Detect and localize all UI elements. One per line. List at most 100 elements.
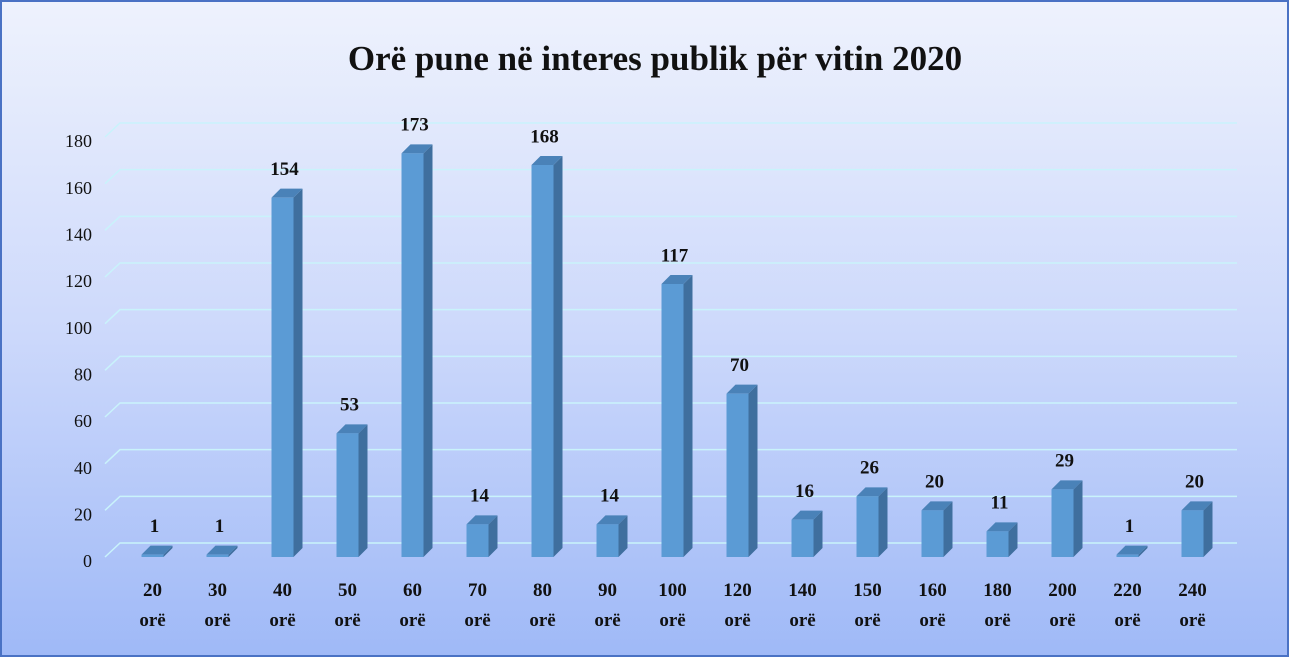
bar-side (553, 156, 563, 557)
x-tick-label: 80 orë (529, 580, 555, 631)
bar-side (943, 501, 953, 557)
x-tick-label: 140 orë (788, 580, 817, 631)
bar (596, 524, 619, 557)
y-tick-label: 20 (74, 504, 92, 524)
data-label: 70 (730, 355, 749, 376)
data-label: 29 (1055, 451, 1074, 472)
bar (401, 153, 424, 558)
bar (141, 554, 164, 557)
data-label: 1 (1125, 516, 1135, 537)
y-tick-label: 140 (65, 224, 92, 244)
x-tick-label: 40 orë (269, 580, 295, 631)
bar (726, 393, 749, 557)
chart-title: Orë pune në interes publik për vitin 202… (348, 39, 962, 78)
bar (531, 165, 554, 557)
x-tick-label: 30 orë (204, 580, 230, 631)
bar-side (748, 384, 758, 557)
x-tick-label: 20 orë (139, 580, 165, 631)
bar (791, 519, 814, 557)
bar-top (336, 424, 368, 434)
bar-top (401, 144, 433, 154)
data-label: 20 (1185, 472, 1204, 493)
bar-top (986, 522, 1018, 532)
bar-side (358, 424, 368, 557)
bar-side (1138, 545, 1148, 557)
bar (206, 554, 229, 557)
bar-side (878, 487, 888, 557)
bar-top (1051, 480, 1083, 490)
data-label: 14 (470, 486, 490, 507)
data-label: 1 (150, 516, 160, 537)
y-tick-label: 120 (65, 271, 92, 291)
bar-top (1181, 501, 1213, 511)
data-label: 14 (600, 486, 620, 507)
grid-line (104, 215, 1237, 231)
bar-side (813, 510, 823, 557)
data-label: 26 (860, 458, 879, 479)
y-tick-label: 60 (74, 411, 92, 431)
x-tick-label: 90 orë (594, 580, 620, 631)
x-tick-label: 160 orë (918, 580, 947, 631)
y-tick-label: 40 (74, 458, 92, 478)
bar (1181, 510, 1204, 557)
bar-side (1008, 522, 1018, 557)
bar (271, 197, 294, 557)
bar-top (856, 487, 888, 497)
bar-top (726, 384, 758, 394)
bar (336, 433, 359, 557)
data-label: 173 (400, 115, 429, 136)
data-label: 16 (795, 481, 814, 502)
x-tick-label: 220 orë (1113, 580, 1142, 631)
bar-top (596, 515, 628, 525)
bar (1051, 489, 1074, 557)
bar-side (488, 515, 498, 557)
bar-top (271, 188, 303, 198)
x-tick-label: 100 orë (658, 580, 687, 631)
x-tick-label: 60 orë (399, 580, 425, 631)
bar (661, 284, 684, 557)
bar-top (466, 515, 498, 525)
bar-top (921, 501, 953, 511)
bar (856, 496, 879, 557)
bar-side (1203, 501, 1213, 557)
bar-side (618, 515, 628, 557)
bar-side (163, 545, 173, 557)
x-tick-label: 200 orë (1048, 580, 1077, 631)
grid-line (104, 168, 1237, 185)
x-tick-label: 240 orë (1178, 580, 1207, 631)
data-label: 168 (530, 126, 559, 147)
bar (466, 524, 489, 557)
y-tick-label: 80 (74, 364, 92, 384)
bar-top (661, 275, 693, 284)
grid-line (104, 262, 1237, 278)
grid-line (104, 448, 1237, 465)
y-tick-label: 100 (65, 318, 92, 338)
data-label: 53 (340, 395, 359, 416)
bar-top (791, 510, 823, 520)
bar-top (206, 545, 238, 555)
bar-top (141, 545, 173, 555)
x-tick-label: 70 orë (464, 580, 490, 631)
grid-line (104, 122, 1237, 138)
data-label: 117 (661, 245, 689, 266)
bar (986, 531, 1009, 557)
data-label: 11 (991, 493, 1009, 514)
data-label: 154 (270, 159, 299, 180)
bar-side (1073, 480, 1083, 557)
y-tick-label: 160 (65, 178, 92, 198)
data-label: 20 (925, 472, 944, 493)
bar-side (293, 188, 303, 557)
x-tick-label: 120 orë (723, 580, 752, 631)
bar (1116, 554, 1139, 557)
bar-top (531, 156, 563, 165)
bar (921, 510, 944, 557)
bar-side (423, 144, 433, 558)
data-label: 1 (215, 516, 225, 537)
bar-side (228, 545, 238, 557)
x-tick-label: 150 orë (853, 580, 882, 631)
x-tick-label: 180 orë (983, 580, 1012, 631)
x-tick-label: 50 orë (334, 580, 360, 631)
bar-top (1116, 545, 1148, 555)
